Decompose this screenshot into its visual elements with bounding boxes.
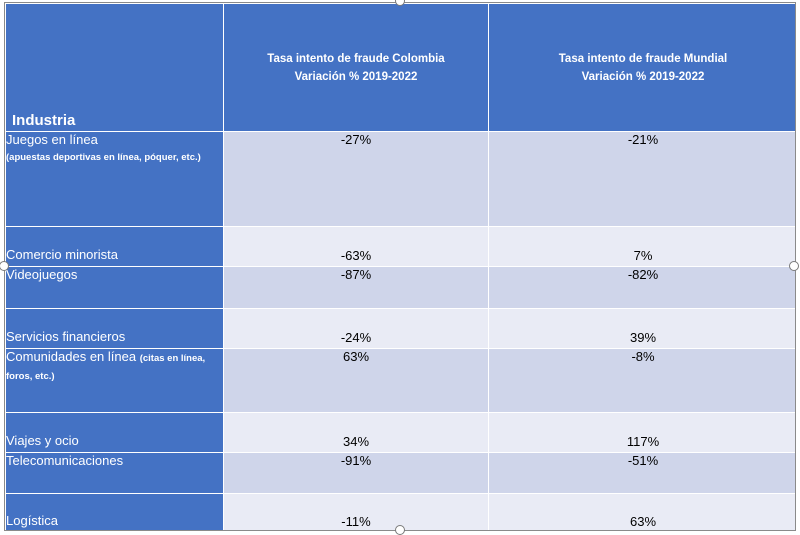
header-colombia-line2: Variación % 2019-2022: [294, 70, 418, 83]
colombia-value: -91%: [223, 452, 489, 494]
colombia-value: -11%: [223, 493, 489, 530]
row-industry: Comercio minorista: [6, 247, 118, 262]
row-label: Servicios financieros: [5, 308, 224, 349]
mundial-value: 7%: [488, 226, 795, 267]
colombia-value: -63%: [223, 226, 489, 267]
table-row: Comunidades en línea (citas en línea, fo…: [5, 348, 795, 413]
mundial-value: -51%: [488, 452, 795, 494]
header-mundial: Tasa intento de fraude Mundial Variación…: [488, 3, 795, 132]
row-industry: Servicios financieros: [6, 329, 126, 344]
mundial-value: 39%: [488, 308, 795, 349]
resize-handle-top[interactable]: [395, 0, 405, 6]
row-industry: Comunidades en línea: [6, 349, 137, 364]
table-row: Comercio minorista -63% 7%: [5, 226, 795, 267]
resize-handle-bottom[interactable]: [395, 525, 405, 535]
row-label: Viajes y ocio: [5, 412, 224, 453]
row-label: Telecomunicaciones: [5, 452, 224, 494]
colombia-value: -87%: [223, 266, 489, 309]
resize-handle-right[interactable]: [789, 261, 799, 271]
mundial-value: -21%: [488, 131, 795, 227]
colombia-value: 34%: [223, 412, 489, 453]
row-industry: Telecomunicaciones: [6, 453, 124, 468]
header-industry: Industria: [5, 3, 224, 132]
colombia-value: -24%: [223, 308, 489, 349]
table-row: Juegos en línea (apuestas deportivas en …: [5, 131, 795, 227]
table-row: Logística -11% 63%: [5, 493, 795, 530]
colombia-value: 63%: [223, 348, 489, 413]
fraud-table: Industria Tasa intento de fraude Colombi…: [5, 3, 795, 530]
table-row: Servicios financieros -24% 39%: [5, 308, 795, 349]
header-colombia: Tasa intento de fraude Colombia Variació…: [223, 3, 489, 132]
header-mundial-line1: Tasa intento de fraude Mundial: [558, 52, 728, 65]
table-frame: Industria Tasa intento de fraude Colombi…: [4, 2, 796, 531]
row-industry: Logística: [6, 513, 59, 528]
mundial-value: 117%: [488, 412, 795, 453]
row-industry: Viajes y ocio: [6, 433, 79, 448]
row-label: Juegos en línea (apuestas deportivas en …: [5, 131, 224, 227]
resize-handle-left[interactable]: [0, 261, 9, 271]
row-note: (citas en línea, foros, etc.): [6, 353, 206, 382]
colombia-value: -27%: [223, 131, 489, 227]
row-note: (apuestas deportivas en línea, póquer, e…: [6, 152, 201, 163]
row-industry: Videojuegos: [6, 267, 78, 282]
header-colombia-line1: Tasa intento de fraude Colombia: [267, 52, 445, 65]
mundial-value: -8%: [488, 348, 795, 413]
header-mundial-line2: Variación % 2019-2022: [581, 70, 705, 83]
table-row: Videojuegos -87% -82%: [5, 266, 795, 309]
mundial-value: -82%: [488, 266, 795, 309]
row-label: Videojuegos: [5, 266, 224, 309]
header-row: Industria Tasa intento de fraude Colombi…: [5, 3, 795, 132]
row-label: Comunidades en línea (citas en línea, fo…: [5, 348, 224, 413]
table-row: Telecomunicaciones -91% -51%: [5, 452, 795, 494]
row-label: Logística: [5, 493, 224, 530]
row-industry: Juegos en línea: [6, 132, 98, 147]
mundial-value: 63%: [488, 493, 795, 530]
row-label: Comercio minorista: [5, 226, 224, 267]
table-row: Viajes y ocio 34% 117%: [5, 412, 795, 453]
